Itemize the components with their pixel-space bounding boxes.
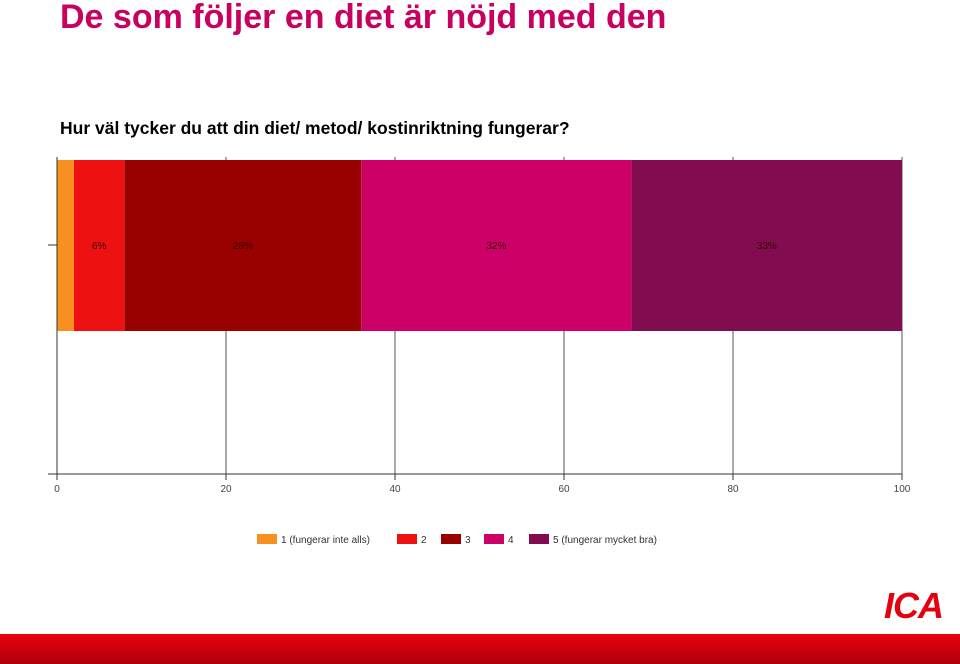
legend-swatch-1 bbox=[257, 534, 277, 544]
x-tick-label-80: 80 bbox=[727, 484, 739, 495]
bar-segment-1 bbox=[57, 160, 74, 331]
legend-label-5: 5 (fungerar mycket bra) bbox=[553, 535, 657, 546]
bar-segment-5 bbox=[631, 160, 902, 331]
data-label-5: 33% bbox=[757, 241, 777, 252]
chart-question: Hur väl tycker du att din diet/ metod/ k… bbox=[60, 118, 570, 138]
x-tick-label-40: 40 bbox=[389, 484, 401, 495]
legend-label-1: 1 (fungerar inte alls) bbox=[281, 535, 370, 546]
ica-logo: ICA bbox=[884, 585, 944, 626]
x-tick-label-20: 20 bbox=[220, 484, 232, 495]
legend-swatch-3 bbox=[441, 534, 461, 544]
slide-title: De som följer en diet är nöjd med den bbox=[60, 0, 667, 36]
legend-label-4: 4 bbox=[508, 535, 514, 546]
x-tick-label-100: 100 bbox=[894, 484, 911, 495]
x-tick-label-60: 60 bbox=[558, 484, 570, 495]
legend-swatch-4 bbox=[484, 534, 504, 544]
data-label-4: 32% bbox=[486, 241, 506, 252]
stacked-bar-chart: 6% 28% 32% 33% 0 20 40 60 80 100 1 (fungerar inte … bbox=[48, 157, 911, 546]
bar-segment-3 bbox=[124, 160, 362, 331]
data-label-3: 28% bbox=[233, 241, 253, 252]
legend-swatch-2 bbox=[397, 534, 417, 544]
legend-swatch-5 bbox=[529, 534, 549, 544]
data-label-2: 6% bbox=[92, 241, 107, 252]
legend-label-2: 2 bbox=[421, 535, 427, 546]
footer-bar bbox=[0, 634, 960, 664]
legend-label-3: 3 bbox=[465, 535, 471, 546]
bar-segment-2 bbox=[73, 160, 125, 331]
bar-segment-4 bbox=[361, 160, 632, 331]
x-tick-label-0: 0 bbox=[54, 484, 60, 495]
